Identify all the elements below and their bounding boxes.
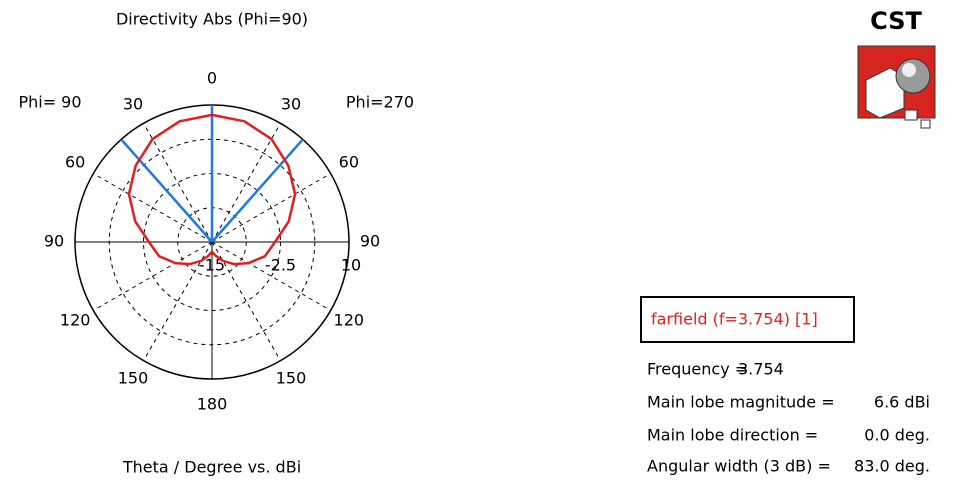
legend-box — [640, 296, 855, 343]
logo: CST — [857, 7, 936, 129]
r-tick-label: 10 — [341, 256, 361, 275]
logo-text: CST — [870, 7, 922, 35]
logo-small-cube — [920, 119, 931, 129]
theta-tick-label: 60 — [65, 153, 85, 172]
r-tick-label: -2.5 — [265, 256, 296, 275]
theta-tick-label: 90 — [360, 232, 380, 251]
info-value: 3.754 — [738, 360, 784, 379]
chart-title: Directivity Abs (Phi=90) — [116, 10, 308, 29]
theta-tick-label: 90 — [44, 232, 64, 251]
logo-sphere — [895, 58, 931, 94]
grid-spoke — [143, 123, 213, 243]
info-value: 83.0 deg. — [854, 457, 930, 476]
legend-entry: farfield (f=3.754) [1] — [651, 310, 818, 329]
grid-spoke — [143, 241, 213, 361]
pattern-line — [127, 113, 297, 266]
theta-tick-label: 150 — [118, 368, 149, 387]
info-value: 0.0 deg. — [864, 426, 930, 445]
theta-tick-label: 150 — [276, 368, 307, 387]
info-panel: Frequency =3.754 Main lobe magnitude = 6.6… — [647, 360, 930, 476]
grid-spoke — [93, 241, 213, 311]
grid-spoke — [211, 173, 331, 243]
grid-spoke — [93, 173, 213, 243]
grid-spoke — [211, 241, 281, 361]
theta-tick-label: 60 — [339, 153, 359, 172]
grid-spoke — [211, 123, 281, 243]
left-label: Phi= 90 — [18, 93, 81, 112]
info-value: 6.6 dBi — [874, 393, 930, 412]
theta-tick-label: 180 — [197, 395, 228, 414]
r-tick-label: -15 — [199, 256, 225, 275]
theta-tick-label: 120 — [334, 311, 365, 330]
beamwidth-line — [211, 138, 304, 243]
logo-highlight — [902, 63, 916, 77]
info-label: Main lobe direction = — [647, 426, 818, 445]
x-axis-label: Theta / Degree vs. dBi — [122, 458, 301, 477]
theta-tick-label: 120 — [60, 311, 91, 330]
beamwidth-line — [120, 138, 213, 243]
theta-tick-label: 0 — [207, 69, 217, 88]
grid-spoke — [211, 241, 331, 311]
logo-small-cube — [904, 109, 918, 121]
theta-tick-label: 30 — [281, 95, 301, 114]
right-label: Phi=270 — [346, 93, 414, 112]
theta-tick-label: 30 — [123, 95, 143, 114]
info-label: Frequency = — [647, 360, 748, 379]
logo-cube — [865, 67, 905, 119]
info-label: Angular width (3 dB) = — [647, 457, 831, 476]
info-label: Main lobe magnitude = — [647, 393, 835, 412]
